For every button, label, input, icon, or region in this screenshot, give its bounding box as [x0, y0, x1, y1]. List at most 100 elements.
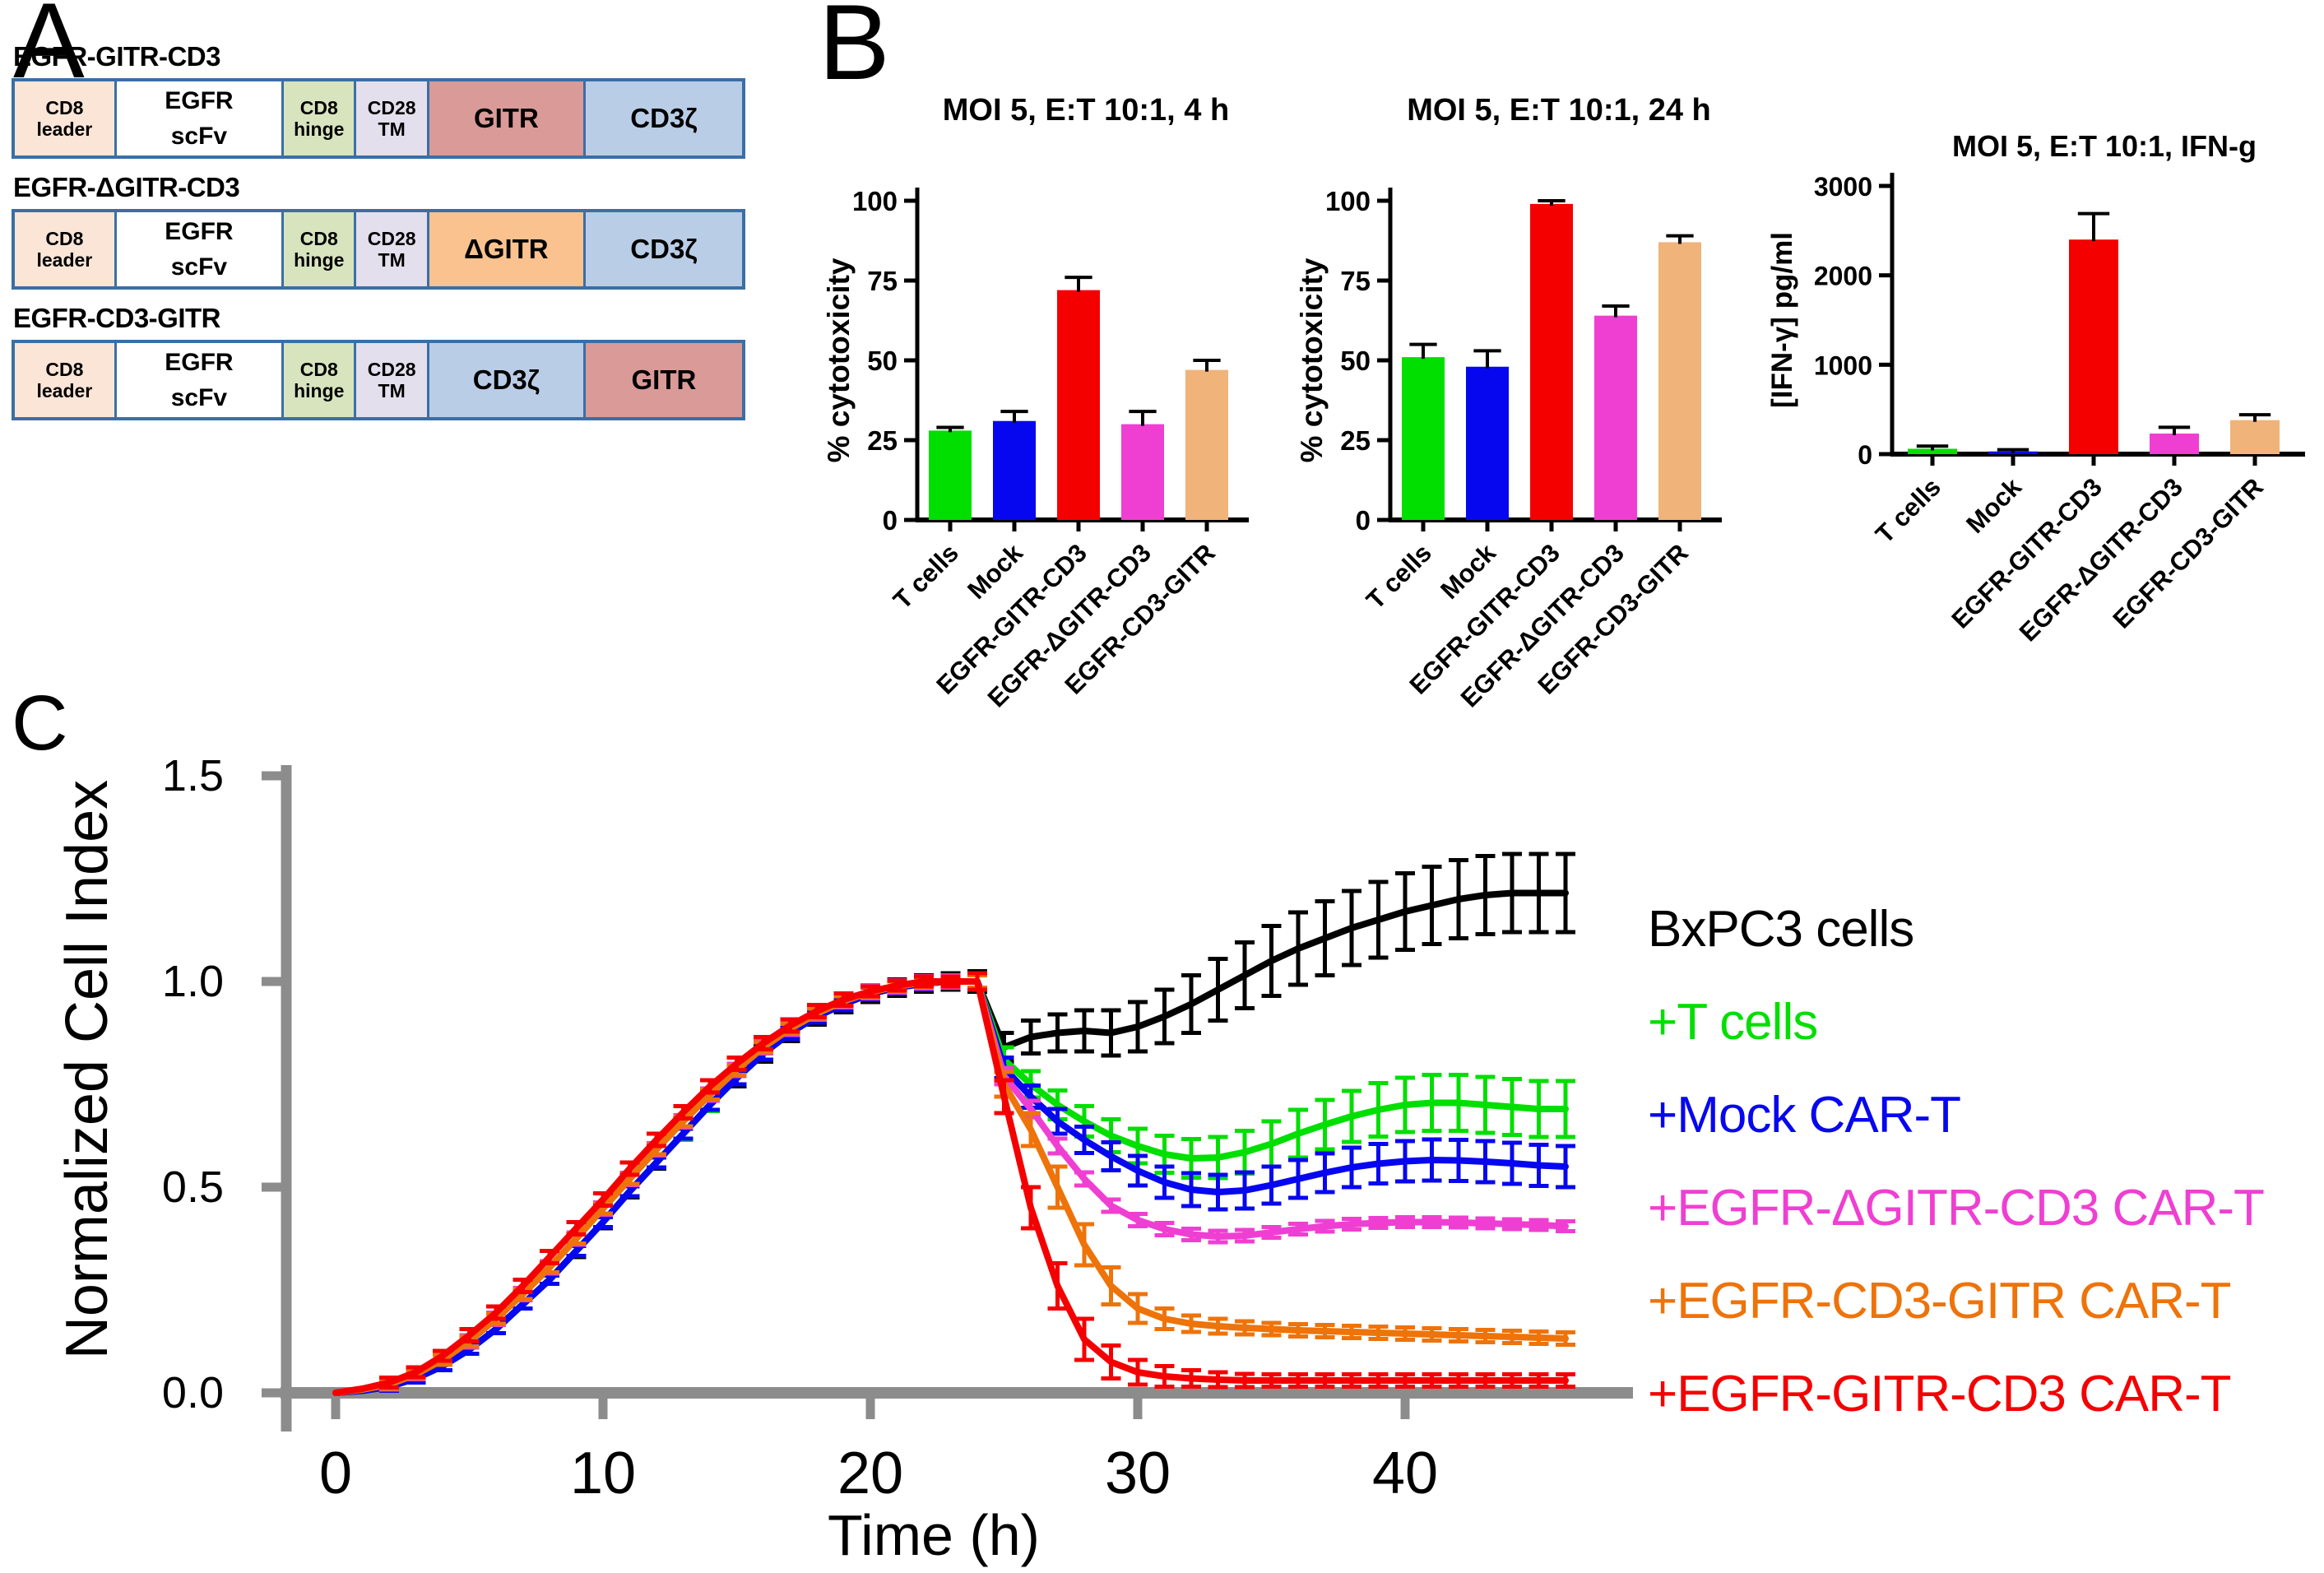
bar	[2150, 434, 2199, 454]
bar	[1658, 242, 1701, 520]
construct-segment: CD3ζ	[585, 212, 742, 286]
series-line	[332, 978, 1569, 1396]
category-label: EGFR-GITR-CD3	[1946, 472, 2107, 633]
segment-label: CD3ζ	[630, 234, 698, 265]
chart-title: MOI 5, E:T 10:1, 4 h	[943, 93, 1229, 128]
construct-title: EGFR-GITR-CD3	[13, 41, 221, 72]
segment-label: GITR	[631, 364, 697, 396]
y-tick-label: 0	[883, 505, 898, 536]
segment-label: leader	[36, 249, 93, 271]
construct-segment: CD8 leader	[15, 343, 117, 417]
series-line	[332, 978, 1569, 1396]
y-tick-label: 0.0	[162, 1368, 224, 1418]
y-tick-label: 1.5	[162, 751, 224, 800]
x-tick-label: 30	[1105, 1441, 1171, 1506]
construct-title: EGFR-CD3-GITR	[13, 303, 221, 333]
bar	[2230, 420, 2280, 454]
category-label: Mock	[1960, 472, 2027, 539]
category-label: T cells	[888, 538, 964, 615]
segment-label: CD3ζ	[472, 364, 540, 396]
bar	[993, 420, 1036, 520]
segment-label: scFv	[170, 123, 228, 150]
segment-label: ΔGITR	[464, 234, 549, 265]
construct-segment: ΔGITR	[429, 212, 586, 286]
construct-segment: CD3ζ	[429, 343, 586, 417]
segment-label: CD28	[367, 358, 416, 380]
legend-item--mock-car-t: +Mock CAR-T	[1648, 1087, 1961, 1144]
construct-segment: GITR	[429, 81, 586, 155]
bar	[1466, 366, 1509, 520]
legend-item--egfr-gitr-cd3-car-t: +EGFR-ΔGITR-CD3 CAR-T	[1648, 1180, 2265, 1237]
cytotoxicity-24h-bar-chart: MOI 5, E:T 10:1, 24 h % cytotoxicity 0 25 50…	[1295, 93, 1722, 712]
category-label: EGFR-CD3-GITR	[2107, 472, 2268, 633]
chart-title: MOI 5, E:T 10:1, 24 h	[1407, 93, 1711, 128]
y-tick-label: 1.0	[162, 957, 224, 1006]
y-tick-label: 75	[867, 266, 898, 296]
bar	[2069, 239, 2118, 454]
segment-label: CD8	[299, 96, 338, 118]
segment-label: CD8	[45, 227, 84, 249]
y-tick-label: 0	[1356, 505, 1371, 536]
construct-segment: EGFR scFv	[116, 81, 285, 155]
ifn-gamma-bar-chart: MOI 5, E:T 10:1, IFN-g [IFN-γ] pg/ml 0 1000…	[1766, 129, 2305, 647]
x-tick-label: 40	[1372, 1441, 1438, 1506]
segment-label: leader	[36, 118, 93, 140]
bar	[1908, 448, 1957, 454]
construct-segment: CD8 leader	[15, 212, 117, 286]
segment-label: TM	[378, 118, 406, 140]
y-axis-label: [IFN-γ] pg/ml	[1766, 232, 1798, 408]
segment-label: CD8	[299, 358, 338, 380]
construct-segment: CD28 TM	[356, 343, 429, 417]
y-axis-label: % cytotoxicity	[822, 258, 856, 462]
legend-item--egfr-cd3-gitr-car-t: +EGFR-CD3-GITR CAR-T	[1648, 1273, 2231, 1329]
segment-label: GITR	[473, 103, 539, 134]
panel-c-label: C	[12, 680, 68, 767]
y-tick-label: 25	[1340, 425, 1371, 456]
construct-row: CD8 leader EGFR scFv CD8 hinge CD28 TM ΔGITR CD3ζ	[12, 209, 745, 290]
panel-b-label: B	[819, 0, 890, 102]
car-construct: EGFR-CD3-GITR CD8 leader EGFR scFv CD8 hinge CD…	[12, 303, 745, 420]
segment-label: CD28	[367, 96, 416, 118]
y-axis-label: Normalized Cell Index	[54, 780, 120, 1359]
segment-label: EGFR	[165, 348, 234, 376]
x-axis-label: Time (h)	[828, 1503, 1040, 1567]
series-bxpc3-cells	[332, 851, 1575, 1396]
construct-segment: CD8 hinge	[284, 81, 357, 155]
construct-segment: GITR	[585, 343, 742, 417]
cell-index-line-chart: 0.0 0.5 1.0 1.5 0 10 20 30 40 Time (h) Normalized …	[54, 751, 1633, 1567]
segment-label: leader	[36, 380, 93, 401]
segment-label: EGFR	[165, 217, 234, 245]
segment-label: CD8	[299, 227, 338, 249]
bar	[1402, 357, 1445, 520]
bar	[929, 430, 972, 520]
y-tick-label: 50	[1340, 346, 1371, 376]
y-tick-label: 1000	[1814, 350, 1872, 380]
legend-item--t-cells: +T cells	[1648, 994, 1818, 1051]
construct-segment: CD8 leader	[15, 81, 117, 155]
segment-label: scFv	[170, 384, 228, 411]
construct-title: EGFR-ΔGITR-CD3	[13, 172, 240, 202]
bar	[1594, 315, 1637, 520]
segment-label: hinge	[294, 249, 345, 271]
construct-row: CD8 leader EGFR scFv CD8 hinge CD28 TM GITR CD3ζ	[12, 78, 745, 159]
segment-label: EGFR	[165, 86, 234, 114]
series--egfr-gitr-cd3-car-t	[332, 971, 1575, 1396]
construct-segment: CD28 TM	[356, 212, 429, 286]
segment-label: TM	[378, 249, 406, 271]
car-construct: EGFR-GITR-CD3 CD8 leader EGFR scFv CD8 hinge CD…	[12, 41, 745, 159]
cytotoxicity-4h-bar-chart: MOI 5, E:T 10:1, 4 h % cytotoxicity 0 25 50 7…	[822, 93, 1249, 712]
chart-title: MOI 5, E:T 10:1, IFN-g	[1952, 129, 2257, 163]
bar	[1121, 424, 1164, 520]
segment-label: CD8	[45, 358, 84, 380]
segment-label: CD3ζ	[630, 103, 698, 134]
x-tick-label: 0	[319, 1441, 352, 1506]
car-construct-diagrams: EGFR-GITR-CD3 CD8 leader EGFR scFv CD8 hinge CD…	[12, 41, 745, 434]
category-label: T cells	[1361, 538, 1437, 615]
legend-item-bxpc3-cells: BxPC3 cells	[1648, 901, 1914, 958]
segment-label: hinge	[294, 118, 345, 140]
x-tick-label: 20	[837, 1441, 903, 1506]
segment-label: TM	[378, 380, 406, 401]
x-tick-label: 10	[570, 1441, 636, 1506]
construct-segment: CD3ζ	[585, 81, 742, 155]
